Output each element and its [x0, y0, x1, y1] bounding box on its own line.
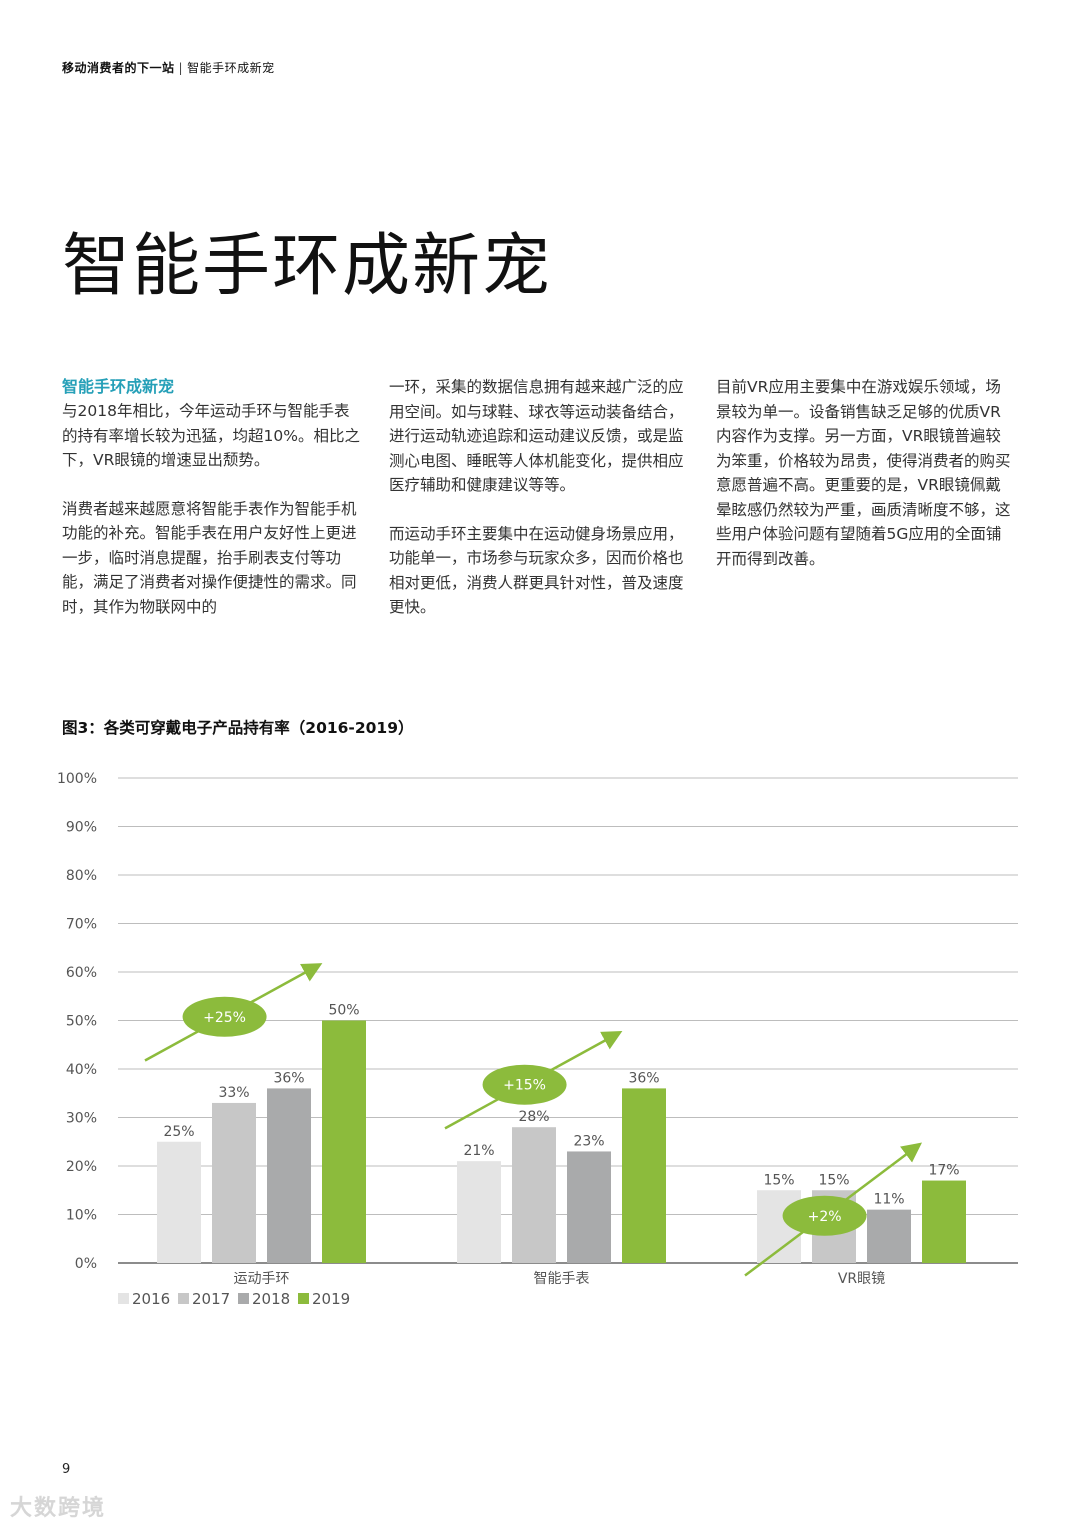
legend-label: 2016	[132, 1290, 170, 1308]
page-title: 智能手环成新宠	[62, 227, 553, 306]
legend-label: 2018	[252, 1290, 290, 1308]
growth-bubble	[482, 1064, 567, 1105]
data-label: 23%	[573, 1133, 604, 1149]
data-label: 33%	[218, 1085, 249, 1101]
bar	[622, 1088, 666, 1263]
legend-label: 2019	[312, 1290, 350, 1308]
y-tick-label: 10%	[66, 1208, 97, 1224]
growth-label: +25%	[203, 1010, 246, 1026]
growth-label: +15%	[503, 1078, 546, 1094]
legend-swatch	[118, 1293, 129, 1304]
growth-bubble	[782, 1195, 867, 1236]
x-category-label: VR眼镜	[838, 1271, 885, 1287]
running-header: 移动消费者的下一站 | 智能手环成新宠	[62, 59, 275, 76]
data-label: 11%	[873, 1192, 904, 1208]
text-column-1: 智能手环成新宠 与2018年相比，今年运动手环与智能手表的持有率增长较为迅猛，均…	[62, 375, 362, 643]
header-section: 移动消费者的下一站	[62, 61, 175, 75]
bar	[567, 1151, 611, 1263]
x-category-label: 智能手表	[534, 1271, 590, 1287]
bar	[212, 1102, 256, 1263]
header-separator: |	[178, 61, 184, 75]
bar	[322, 1020, 366, 1263]
header-topic: 智能手环成新宠	[187, 61, 275, 75]
figure-title: 图3：各类可穿戴电子产品持有率（2016-2019）	[62, 719, 414, 737]
bar	[457, 1161, 501, 1263]
x-category-label: 运动手环	[234, 1271, 290, 1287]
text-column-3: 目前VR应用主要集中在游戏娱乐领域，场景较为单一。设备销售缺乏足够的优质VR内容…	[716, 375, 1016, 595]
y-tick-label: 30%	[66, 1111, 97, 1127]
paragraph: 目前VR应用主要集中在游戏娱乐领域，场景较为单一。设备销售缺乏足够的优质VR内容…	[716, 378, 1011, 568]
y-tick-label: 60%	[66, 965, 97, 981]
growth-label: +2%	[808, 1209, 842, 1225]
watermark: 大数跨境	[10, 1496, 107, 1521]
y-tick-label: 50%	[66, 1014, 97, 1030]
paragraph: 与2018年相比，今年运动手环与智能手表的持有率增长较为迅猛，均超10%。相比之…	[62, 402, 360, 469]
data-label: 15%	[818, 1172, 849, 1188]
y-tick-label: 40%	[66, 1062, 97, 1078]
text-column-2: 一环，采集的数据信息拥有越来越广泛的应用空间。如与球鞋、球衣等运动装备结合，进行…	[389, 375, 689, 644]
legend-label: 2017	[192, 1290, 230, 1308]
legend-swatch	[238, 1293, 249, 1304]
data-label: 17%	[928, 1163, 959, 1179]
data-label: 36%	[628, 1070, 659, 1086]
bar	[267, 1088, 311, 1263]
section-subtitle: 智能手环成新宠	[62, 377, 175, 396]
paragraph: 而运动手环主要集中在运动健身场景应用，功能单一，市场参与玩家众多，因而价格也相对…	[389, 524, 684, 617]
data-label: 50%	[328, 1003, 359, 1019]
bar	[512, 1127, 556, 1263]
legend-swatch	[298, 1293, 309, 1304]
bar	[867, 1209, 911, 1263]
bar-chart: 0% 10% 20% 30% 40% 50% 60% 70% 80% 90% 100% 25% 33% 3…	[57, 771, 1018, 1308]
bar	[922, 1180, 966, 1263]
data-label: 28%	[518, 1109, 549, 1125]
data-label: 36%	[273, 1070, 304, 1086]
y-tick-label: 70%	[66, 917, 97, 933]
y-tick-label: 0%	[75, 1256, 97, 1272]
bar	[157, 1141, 201, 1263]
data-label: 25%	[163, 1124, 194, 1140]
data-label: 21%	[463, 1143, 494, 1159]
data-label: 15%	[763, 1172, 794, 1188]
page-number: 9	[62, 1462, 71, 1477]
y-tick-label: 100%	[57, 771, 97, 787]
paragraph: 一环，采集的数据信息拥有越来越广泛的应用空间。如与球鞋、球衣等运动装备结合，进行…	[389, 378, 684, 494]
y-tick-label: 80%	[66, 868, 97, 884]
legend-swatch	[178, 1293, 189, 1304]
growth-bubble	[182, 996, 267, 1037]
y-tick-label: 20%	[66, 1159, 97, 1175]
paragraph: 消费者越来越愿意将智能手表作为智能手机功能的补充。智能手表在用户友好性上更进一步…	[62, 499, 357, 616]
y-tick-label: 90%	[66, 820, 97, 836]
